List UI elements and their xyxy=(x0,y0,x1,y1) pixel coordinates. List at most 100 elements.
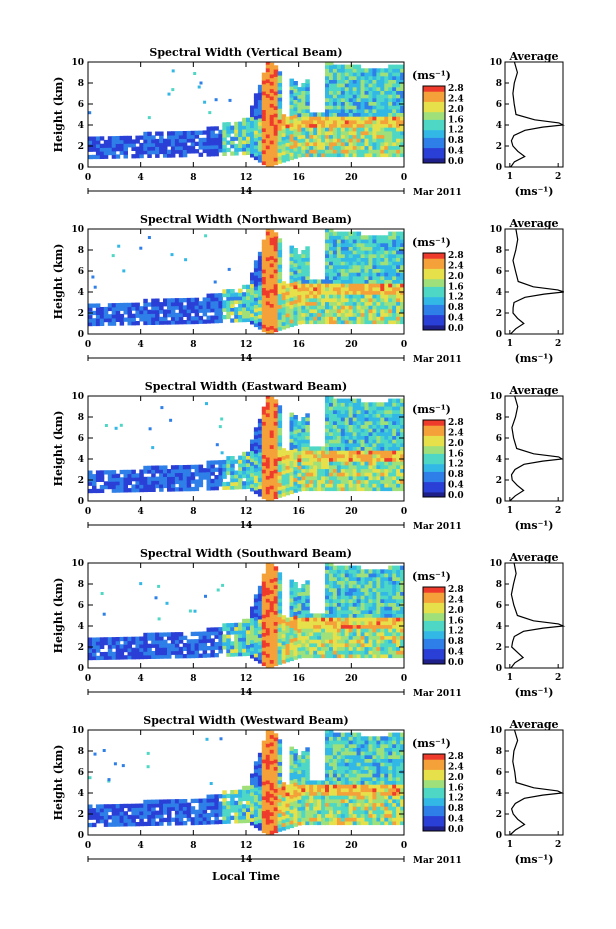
heatmap-cell xyxy=(111,644,117,649)
heatmap-cell xyxy=(107,317,113,323)
heatmap-cell xyxy=(220,451,224,455)
heatmap-cell xyxy=(297,465,302,470)
heatmap-cell xyxy=(392,97,397,102)
heatmap-cell xyxy=(281,637,287,642)
heatmap-cell xyxy=(368,97,373,102)
heatmap-cell xyxy=(340,450,346,455)
heatmap-cell xyxy=(396,413,401,418)
heatmap-cell xyxy=(344,584,350,589)
heatmap-cell xyxy=(384,450,389,455)
heatmap-cell xyxy=(364,264,369,269)
heatmap-cell xyxy=(396,119,401,125)
heatmap-cell xyxy=(88,474,93,479)
heatmap-cell xyxy=(119,644,125,649)
heatmap-cell xyxy=(321,472,326,477)
heatmap-cell xyxy=(210,482,215,487)
heatmap-cell xyxy=(293,299,298,304)
heatmap-cell xyxy=(329,127,334,132)
heatmap-cell xyxy=(213,280,217,284)
heatmap-cell xyxy=(143,142,148,148)
heatmap-cell xyxy=(400,141,404,147)
heatmap-cell xyxy=(305,316,310,321)
heatmap-cell xyxy=(269,466,275,471)
heatmap-cell xyxy=(178,316,184,321)
heatmap-cell xyxy=(309,617,314,622)
heatmap-cell xyxy=(297,479,302,485)
heatmap-cell xyxy=(364,609,369,614)
heatmap-cell xyxy=(99,485,105,490)
heatmap-cell xyxy=(325,239,330,244)
heatmap-cell xyxy=(257,651,263,657)
heatmap-cell xyxy=(285,320,290,325)
heatmap-cell xyxy=(238,641,243,646)
heatmap-cell xyxy=(257,459,263,464)
heatmap-cell xyxy=(332,639,338,644)
heatmap-cell xyxy=(305,461,310,466)
heatmap-cell xyxy=(277,412,283,417)
heatmap-cell xyxy=(329,424,334,429)
heatmap-cell xyxy=(257,448,263,453)
heatmap-cell xyxy=(285,487,290,492)
avg-y-tick-label: 2 xyxy=(496,643,502,653)
heatmap-cell xyxy=(313,290,318,295)
heatmap-cell xyxy=(261,280,267,285)
heatmap-cell xyxy=(210,148,215,153)
heatmap-cell xyxy=(313,486,318,492)
heatmap-cell xyxy=(250,105,255,110)
heatmap-cell xyxy=(384,75,389,80)
heatmap-cell xyxy=(92,154,97,160)
heatmap-cell xyxy=(305,424,310,429)
heatmap-cell xyxy=(265,609,271,614)
heatmap-cell xyxy=(265,159,271,164)
heatmap-cell xyxy=(92,474,97,479)
heatmap-cell xyxy=(321,483,326,488)
heatmap-cell xyxy=(368,653,373,659)
heatmap-cell xyxy=(250,610,255,615)
heatmap-cell xyxy=(321,475,326,481)
heatmap-cell xyxy=(348,576,354,581)
heatmap-cell xyxy=(368,591,373,596)
heatmap-cell xyxy=(384,409,389,414)
heatmap-cell xyxy=(392,409,397,414)
heatmap-cell xyxy=(301,442,306,447)
heatmap-cell xyxy=(218,463,223,469)
heatmap-cell xyxy=(285,287,290,292)
heatmap-cell xyxy=(182,646,188,651)
heatmap-cell xyxy=(301,268,306,273)
heatmap-cell xyxy=(380,130,385,136)
heatmap-cell xyxy=(250,116,255,121)
heatmap-cell xyxy=(344,486,350,492)
heatmap-cell xyxy=(250,624,255,630)
heatmap-cell xyxy=(269,114,275,119)
heatmap-cell xyxy=(344,90,350,95)
heatmap-cell xyxy=(269,325,275,330)
colorbar-segment xyxy=(423,430,445,434)
heatmap-cell xyxy=(329,613,334,618)
heatmap-cell xyxy=(222,122,227,127)
heatmap-cell xyxy=(257,429,263,435)
heatmap-cell xyxy=(388,617,393,622)
heatmap-cell xyxy=(273,80,279,85)
heatmap-cell xyxy=(293,585,298,590)
heatmap-cell xyxy=(348,450,354,455)
heatmap-cell xyxy=(364,112,369,117)
heatmap-cell xyxy=(396,123,401,128)
heatmap-cell xyxy=(313,628,318,633)
colorbar-tick-label: 1.2 xyxy=(448,460,464,470)
heatmap-cell xyxy=(325,297,330,303)
heatmap-cell xyxy=(376,246,381,251)
heatmap-cell xyxy=(348,279,354,284)
heatmap-cell xyxy=(265,601,271,607)
heatmap-cell xyxy=(242,128,247,134)
heatmap-cell xyxy=(368,149,373,154)
colorbar-segment xyxy=(423,617,445,621)
heatmap-cell xyxy=(384,261,389,266)
heatmap-cell xyxy=(340,598,346,603)
heatmap-cell xyxy=(360,97,366,102)
heatmap-cell xyxy=(336,609,342,614)
heatmap-cell xyxy=(392,424,397,429)
heatmap-cell xyxy=(143,465,148,471)
heatmap-cell xyxy=(376,457,381,462)
heatmap-cell xyxy=(340,609,346,614)
colorbar-tick-label: 0.8 xyxy=(448,303,464,313)
